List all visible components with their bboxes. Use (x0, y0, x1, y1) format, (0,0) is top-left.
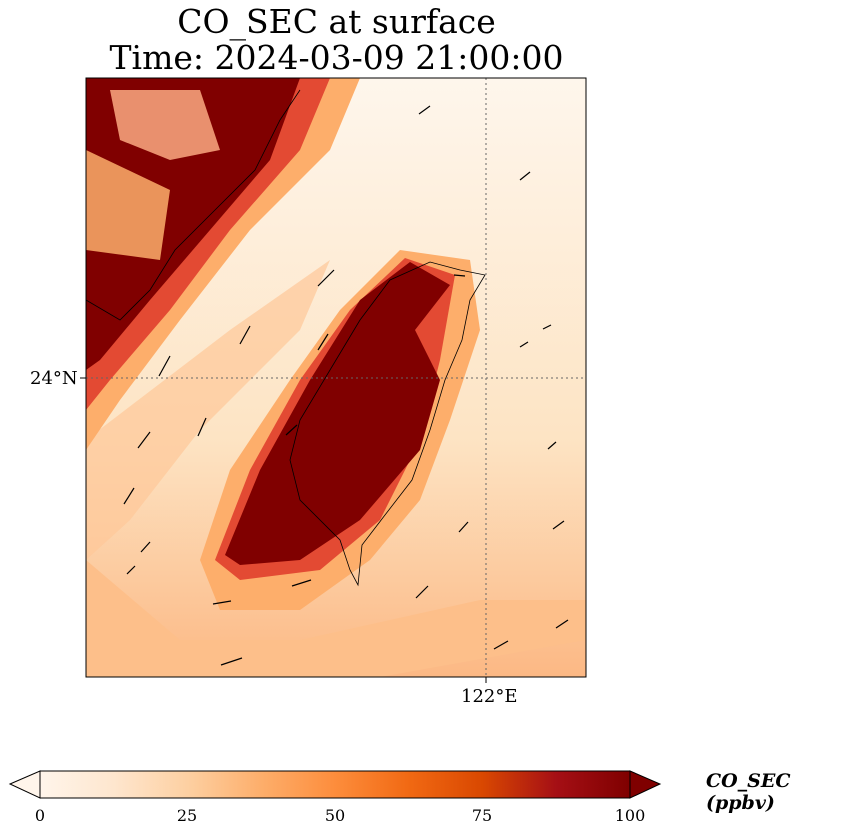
china-coastline (86, 89, 301, 321)
wind-vectors (123, 105, 569, 666)
y-tick-label: 24°N (30, 368, 78, 389)
taiwan-coastline (289, 261, 486, 587)
plume-tw-core (225, 262, 450, 565)
map-panel (80, 77, 587, 683)
colorbar-extend-max (629, 770, 662, 799)
plume-nw-core (86, 78, 300, 370)
map-field (86, 78, 586, 677)
colorbar-tick-0: 0 (34, 806, 46, 825)
colorbar-label: CO_SEC (ppbv) (706, 770, 791, 814)
colorbar (8, 770, 662, 799)
plume-nw-patch2 (110, 90, 220, 160)
plume-nw-patch (86, 150, 170, 260)
field-band-lower (86, 560, 586, 677)
colorbar-tick-50: 50 (324, 806, 346, 825)
field-band-mid (86, 260, 330, 560)
map-title-line1: CO_SEC at surface (177, 2, 496, 41)
colorbar-tick-25: 25 (176, 806, 198, 825)
map-title-line2: Time: 2024-03-09 21:00:00 (109, 38, 564, 77)
colorbar-tick-75: 75 (471, 806, 493, 825)
x-tick-label: 122°E (461, 686, 518, 707)
colorbar-extend-min (8, 770, 41, 799)
colorbar-tick-100: 100 (614, 806, 646, 825)
colorbar-ramp (39, 770, 631, 799)
